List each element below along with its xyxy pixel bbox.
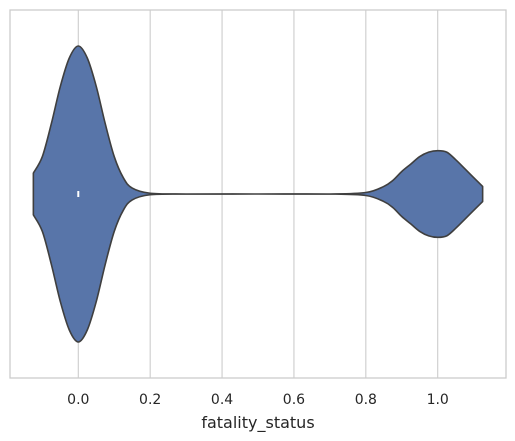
x-tick-label: 0.8 <box>355 392 377 408</box>
x-tick-label: 0.4 <box>211 392 233 408</box>
x-axis-label: fatality_status <box>201 413 314 433</box>
inner-box <box>77 191 80 197</box>
plot-frame <box>9 9 507 379</box>
violin-body <box>32 45 484 343</box>
inner-box-median <box>77 191 80 197</box>
x-tick-label: 0.6 <box>283 392 305 408</box>
x-tick-label: 0.0 <box>67 392 89 408</box>
x-tick-label: 1.0 <box>427 392 449 408</box>
x-tick-label: 0.2 <box>139 392 161 408</box>
x-tick-labels: 0.0 0.2 0.4 0.6 0.8 1.0 <box>67 392 449 408</box>
